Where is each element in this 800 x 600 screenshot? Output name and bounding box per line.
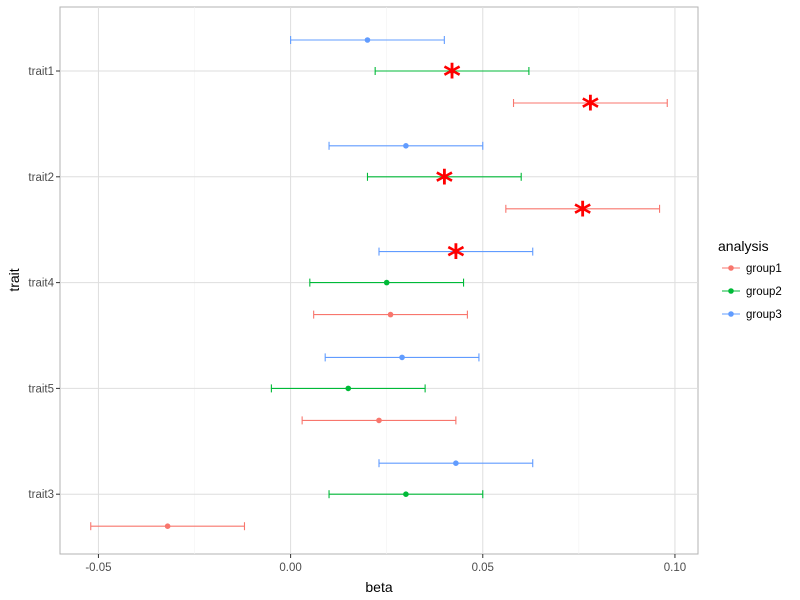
y-axis-ticks: trait1 trait2 trait4 trait5 trait3 (28, 66, 60, 501)
series-layer (90, 36, 668, 531)
legend-label: group3 (746, 309, 782, 321)
significance-star: * (447, 238, 465, 278)
significance-star: * (443, 57, 461, 97)
data-point (453, 460, 459, 467)
legend-item-group3: group3 (722, 309, 782, 321)
y-tick-label: trait2 (28, 172, 54, 184)
y-tick-label: trait4 (28, 278, 54, 290)
data-point (587, 100, 594, 106)
legend-item-group2: group2 (722, 286, 782, 298)
series-group3 (290, 36, 534, 468)
y-tick-label: trait3 (28, 489, 54, 501)
series-group1 (90, 99, 668, 531)
data-point (441, 174, 448, 180)
legend-key-point (728, 288, 734, 294)
legend-title: analysis (718, 238, 769, 254)
x-tick-label: 0.00 (279, 562, 301, 574)
x-tick-label: 0.10 (664, 562, 686, 574)
data-point (399, 354, 405, 361)
significance-star: * (435, 163, 453, 203)
x-tick-label: 0.05 (472, 562, 494, 574)
panel-background (59, 6, 699, 555)
data-point (453, 248, 459, 255)
legend-key-point (728, 265, 734, 271)
data-point (383, 279, 390, 286)
legend-key-point (728, 311, 734, 317)
data-point (376, 417, 382, 424)
y-axis-title: trait (6, 268, 22, 291)
data-point (387, 311, 394, 318)
data-point (364, 37, 371, 43)
x-axis-title: beta (365, 579, 392, 595)
significance-layer: * * * * * (435, 57, 599, 278)
series-group2 (270, 67, 530, 499)
x-tick-label: -0.05 (85, 562, 111, 574)
y-tick-label: trait5 (28, 383, 54, 395)
x-axis-ticks: -0.05 0.00 0.05 0.10 (85, 554, 686, 574)
data-point (345, 385, 352, 392)
significance-star: * (574, 195, 592, 235)
data-point (403, 143, 409, 149)
legend-item-group1: group1 (722, 263, 782, 275)
y-tick-label: trait1 (28, 66, 54, 78)
data-point (579, 206, 586, 212)
legend: analysis group1 group2 group3 (718, 238, 782, 321)
data-point (449, 68, 455, 74)
significance-star: * (581, 89, 599, 129)
data-point (403, 491, 409, 498)
legend-label: group1 (746, 263, 782, 275)
data-point (164, 523, 171, 529)
legend-label: group2 (746, 286, 782, 298)
